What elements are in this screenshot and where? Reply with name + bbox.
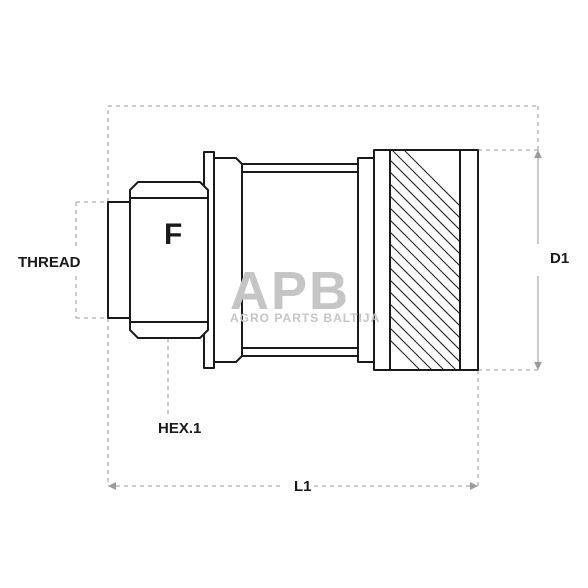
watermark-small: AGRO PARTS BALTIJA — [230, 311, 380, 325]
label-hex: HEX.1 — [158, 420, 201, 437]
label-thread: THREAD — [18, 254, 81, 271]
label-d1: D1 — [550, 250, 569, 267]
diagram-stage: F THREAD HEX.1 L1 D1 APB AGRO PARTS BALT… — [0, 0, 588, 588]
hex-body — [130, 182, 208, 338]
threaded-stub — [108, 202, 130, 318]
label-l1: L1 — [294, 478, 312, 495]
notch-ring — [358, 158, 374, 362]
f-mark: F — [164, 218, 182, 251]
dim-d1 — [478, 106, 538, 370]
